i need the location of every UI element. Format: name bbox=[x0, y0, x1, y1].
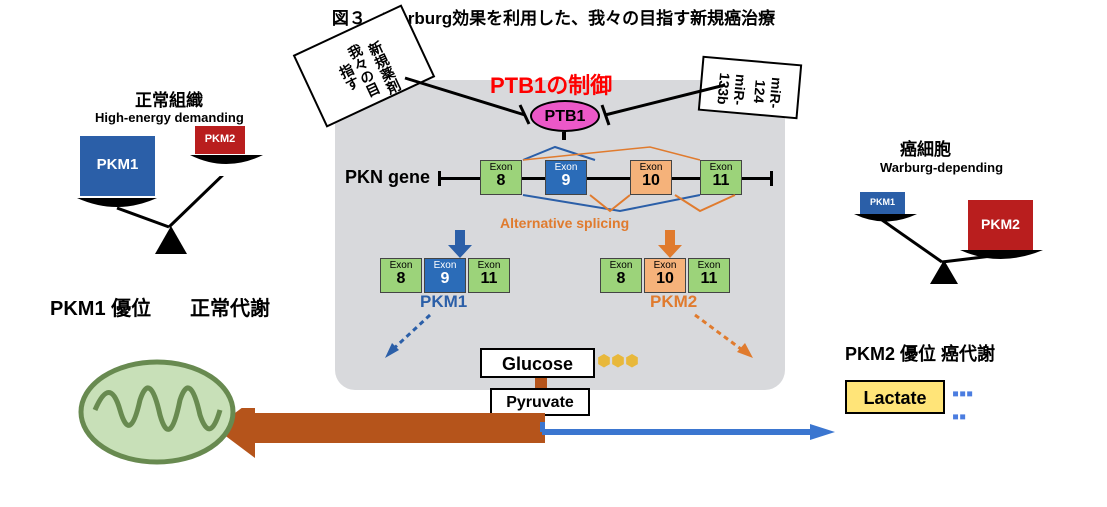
pkm1-label: PKM1 bbox=[420, 292, 467, 312]
gene-cap-right bbox=[770, 171, 773, 186]
pkm2-label: PKM2 bbox=[650, 292, 697, 312]
pkm1-exon11: Exon11 bbox=[468, 258, 510, 293]
pkm2-exon11: Exon11 bbox=[688, 258, 730, 293]
mitochondrion-icon bbox=[75, 350, 245, 470]
left-heading: 正常組織 bbox=[135, 86, 203, 111]
pkm2-exon8: Exon8 bbox=[600, 258, 642, 293]
lactate-box: Lactate bbox=[845, 380, 945, 414]
right-subheading: Warburg-depending bbox=[880, 160, 1003, 175]
left-balance bbox=[72, 176, 272, 231]
arrow-to-lactate bbox=[540, 422, 840, 452]
left-text-metabolism: 正常代謝 bbox=[190, 292, 270, 321]
figure-title: 図３．Warburg効果を利用した、我々の目指す新規癌治療 bbox=[0, 4, 1107, 29]
diagram-canvas: 図３．Warburg効果を利用した、我々の目指す新規癌治療 PTB1の制御 PT… bbox=[0, 0, 1107, 507]
pkn-gene-label: PKN gene bbox=[345, 167, 430, 188]
pkm1-exon8: Exon8 bbox=[380, 258, 422, 293]
splice-down-arrows bbox=[440, 225, 700, 260]
left-pkm2-block: PKM2 bbox=[195, 126, 245, 154]
left-fulcrum bbox=[155, 226, 187, 254]
arrow-to-mitochondria bbox=[210, 408, 550, 463]
left-text-pkm1: PKM1 優位 bbox=[50, 292, 151, 321]
lactate-icon: ▪▪▪▪▪ bbox=[952, 383, 973, 429]
mir-line2: miR-124 bbox=[750, 68, 786, 116]
right-fulcrum bbox=[930, 260, 958, 284]
glucose-box: Glucose bbox=[480, 348, 595, 378]
gene-cap-left bbox=[438, 171, 441, 186]
left-scale-right-pan bbox=[188, 153, 268, 178]
splice-lines bbox=[475, 145, 755, 215]
pkm1-exon9: Exon9 bbox=[424, 258, 466, 293]
right-heading: 癌細胞 bbox=[900, 135, 951, 160]
inhibition-arrows bbox=[395, 70, 745, 140]
left-subheading: High-energy demanding bbox=[95, 110, 244, 125]
right-text: PKM2 優位 癌代謝 bbox=[845, 340, 995, 366]
glucose-icon: ⬢⬢⬢ bbox=[597, 351, 639, 371]
pkm2-exon10: Exon10 bbox=[644, 258, 686, 293]
